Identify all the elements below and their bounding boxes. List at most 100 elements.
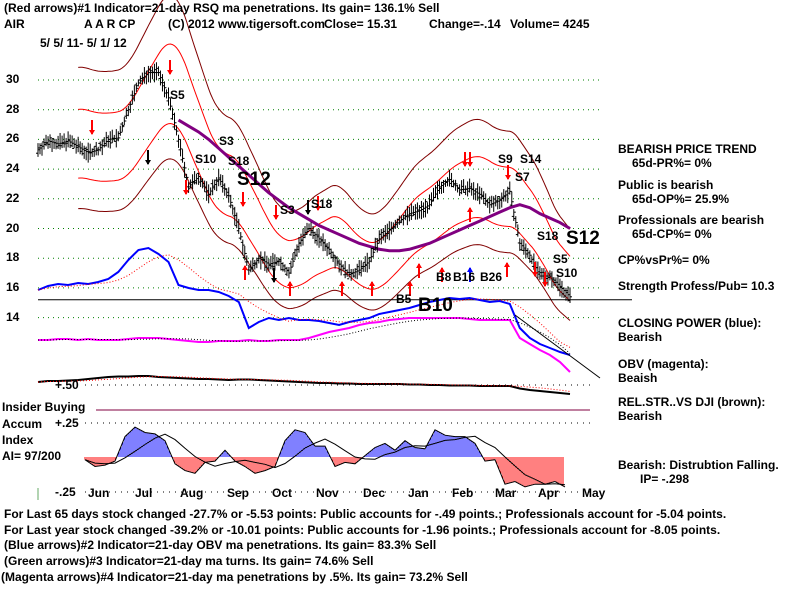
indicator1-title: (Red arrows)#1 Indicator=21-day RSQ ma p… [4,1,440,15]
price-tick-label: 18 [6,250,20,265]
price-tick-label: 30 [6,72,20,86]
month-label: Feb [452,486,474,500]
month-label: Jun [88,486,110,500]
red-up-arrow-head [339,281,345,286]
footer-year: For Last year stock changed -39.2% or -1… [4,523,721,537]
accum-index-outline [84,426,566,488]
red-up-arrow-head [242,265,248,270]
obv-status: Beaish [618,371,658,385]
red-down-arrow-head [315,206,321,211]
black-down-arrow-head [271,278,277,283]
signal-label: S10 [195,152,217,166]
copyright: (C) 2012 www.tigersoft.com [168,17,325,31]
price-tick-label: 24 [6,161,20,176]
signal-label: B16 [453,270,476,284]
red-down-arrow-head [167,70,173,75]
price-tick-label: 20 [6,220,20,235]
red-down-arrow-head [505,175,511,180]
insider-buying-label: Insider Buying [2,400,86,414]
month-label: Nov [316,486,339,500]
symbol: AIR [4,17,25,31]
upper-band [78,43,571,257]
signal-label: S12 [237,169,271,190]
company-name: A A R CP [84,17,136,31]
red-up-arrow-head [467,207,473,212]
ai-tick-minus: -.25 [55,485,76,499]
relstr-label: REL.STR..VS DJI (brown): [618,395,766,409]
closing-power-ma-line [37,254,571,348]
blue-up-arrow-head [467,267,473,272]
public-status: Public is bearish [618,178,714,192]
obv-line [38,317,571,373]
signal-label: B26 [480,270,503,284]
footer-magenta-arrows: (Magenta arrows)#4 Indicator=21-day ma p… [1,570,468,584]
accum-label: Accum [2,417,43,431]
index-label: Index [2,433,34,447]
red-down-arrow-head [542,282,548,287]
volume-value: Volume= 4245 [510,17,590,31]
ai-score: AI= 97/200 [2,449,62,463]
black-down-arrow-head [305,210,311,215]
closing-power-line [37,246,571,356]
ip-value: IP= -.298 [640,472,690,486]
footer-green-arrows: (Green arrows)#3 Indicator=21-day ma tur… [4,554,374,568]
red-down-arrow-head [462,162,468,167]
accum-index-ma [84,433,566,486]
rel-str-ma-line [37,375,571,392]
month-label: Jan [408,486,429,500]
signal-label: S3 [219,134,234,148]
black-down-arrow-head [145,160,151,165]
month-label: May [582,486,606,500]
month-label: Dec [363,486,386,500]
red-up-arrow-head [287,281,293,286]
signal-label: S9 [498,152,513,166]
trend-title: BEARISH PRICE TREND [618,142,757,156]
trendline [514,314,601,379]
strength-ratio: Strength Profess/Pub= 10.3 [618,279,775,293]
red-down-arrow-head [89,130,95,135]
close-value: Close= 15.31 [324,17,398,31]
cp-vs-pr: CP%vsPr%= 0% [618,253,710,267]
signal-label: S18 [537,229,559,243]
rel-str-line [37,375,571,395]
signal-label: S18 [228,154,250,168]
signal-label: S10 [556,266,578,280]
red-up-arrow-head [416,263,422,268]
footer-blue-arrows: (Blue arrows)#2 Indicator=21-day OBV ma … [4,538,437,552]
signal-label: S18 [311,197,333,211]
month-label: Jul [135,486,153,500]
price-tick-label: 16 [6,279,20,294]
professionals-status: Professionals are bearish [618,213,765,227]
relstr-tick-label: +.50 [55,378,79,392]
price-tick-label: 28 [6,101,20,116]
price-tick-label: 22 [6,190,20,205]
signal-label: S5 [553,252,568,266]
price-tick-label: 14 [6,309,20,324]
signal-label: B5 [396,292,412,306]
red-up-arrow-head [504,262,510,267]
obv-ma-line [38,317,571,354]
date-range: 5/ 5/ 11- 5/ 1/ 12 [40,36,127,50]
op-value: 65d-OP%= 25.9% [632,192,730,206]
footer-65day: For Last 65 days stock changed -27.7% or… [4,507,727,521]
red-up-arrow-head [407,281,413,286]
signal-label: S5 [170,88,185,102]
signal-label: S3 [280,203,295,217]
month-label: Aug [180,486,204,500]
cp-value: 65d-CP%= 0% [632,227,712,241]
outer-lower-band [78,158,571,321]
obv-label: OBV (magenta): [618,357,709,371]
red-down-arrow-head [240,202,246,207]
month-label: Sep [227,486,250,500]
signal-label: S12 [566,228,600,249]
month-label: Mar [495,486,517,500]
red-down-arrow-head [467,162,473,167]
signal-label: B8 [436,270,452,284]
month-label: Oct [272,486,293,500]
signal-label: S7 [515,170,530,184]
signal-label: B10 [418,295,453,316]
outer-upper-band [78,0,571,230]
ai-status: Bearish: Distrubtion Falling. [618,458,779,472]
closing-power-label: CLOSING POWER (blue): [618,316,762,330]
